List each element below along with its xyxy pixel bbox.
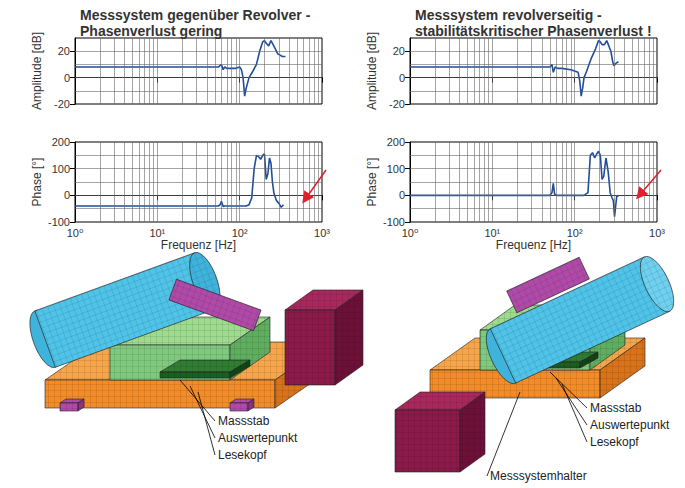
svg-text:Messsystemhalter: Messsystemhalter <box>490 469 587 483</box>
svg-text:Messsystem revolverseitig -: Messsystem revolverseitig - <box>415 7 602 23</box>
svg-text:0: 0 <box>399 189 405 201</box>
svg-text:200: 200 <box>387 136 405 148</box>
svg-text:stabilitätskritischer Phasenve: stabilitätskritischer Phasenverlust ! <box>415 23 652 39</box>
svg-text:Lesekopf: Lesekopf <box>218 448 267 462</box>
svg-text:0: 0 <box>399 72 405 84</box>
svg-text:-100: -100 <box>383 216 405 228</box>
svg-text:200: 200 <box>52 136 70 148</box>
svg-text:10²: 10² <box>567 227 583 239</box>
svg-text:Massstab: Massstab <box>590 401 642 415</box>
svg-text:Frequenz [Hz]: Frequenz [Hz] <box>496 238 571 252</box>
svg-text:Frequenz [Hz]: Frequenz [Hz] <box>161 238 236 252</box>
svg-text:Phase [°]: Phase [°] <box>30 158 44 207</box>
svg-text:10¹: 10¹ <box>484 227 500 239</box>
svg-text:100: 100 <box>387 163 405 175</box>
svg-text:Amplitude [dB]: Amplitude [dB] <box>30 32 44 110</box>
svg-text:Massstab: Massstab <box>218 414 270 428</box>
svg-text:10¹: 10¹ <box>149 227 165 239</box>
svg-text:10³: 10³ <box>314 227 330 239</box>
svg-text:Phase [°]: Phase [°] <box>365 158 379 207</box>
svg-text:-20: -20 <box>54 98 70 110</box>
svg-text:0: 0 <box>64 189 70 201</box>
svg-text:0: 0 <box>64 72 70 84</box>
svg-text:10⁰: 10⁰ <box>67 227 84 239</box>
svg-text:Messsystem gegenüber Revolver: Messsystem gegenüber Revolver - <box>80 7 311 23</box>
svg-text:100: 100 <box>52 163 70 175</box>
svg-text:Lesekopf: Lesekopf <box>590 435 639 449</box>
svg-text:10³: 10³ <box>649 227 665 239</box>
svg-text:Auswertepunkt: Auswertepunkt <box>218 431 298 445</box>
svg-text:Phasenverlust gering: Phasenverlust gering <box>80 23 222 39</box>
svg-text:10⁰: 10⁰ <box>402 227 419 239</box>
svg-text:20: 20 <box>393 45 405 57</box>
svg-text:20: 20 <box>58 45 70 57</box>
svg-text:10²: 10² <box>232 227 248 239</box>
svg-text:-100: -100 <box>48 216 70 228</box>
svg-text:Amplitude [dB]: Amplitude [dB] <box>365 32 379 110</box>
svg-text:-20: -20 <box>389 98 405 110</box>
svg-text:Auswertepunkt: Auswertepunkt <box>590 418 670 432</box>
